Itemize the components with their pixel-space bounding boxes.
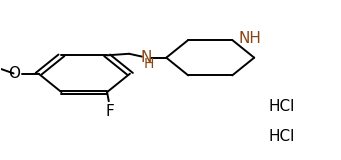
- Text: F: F: [106, 104, 115, 119]
- Text: N: N: [140, 50, 152, 65]
- Text: HCl: HCl: [269, 99, 295, 114]
- Text: HCl: HCl: [269, 129, 295, 144]
- Text: O: O: [8, 66, 20, 81]
- Text: H: H: [144, 57, 154, 72]
- Text: NH: NH: [238, 31, 261, 46]
